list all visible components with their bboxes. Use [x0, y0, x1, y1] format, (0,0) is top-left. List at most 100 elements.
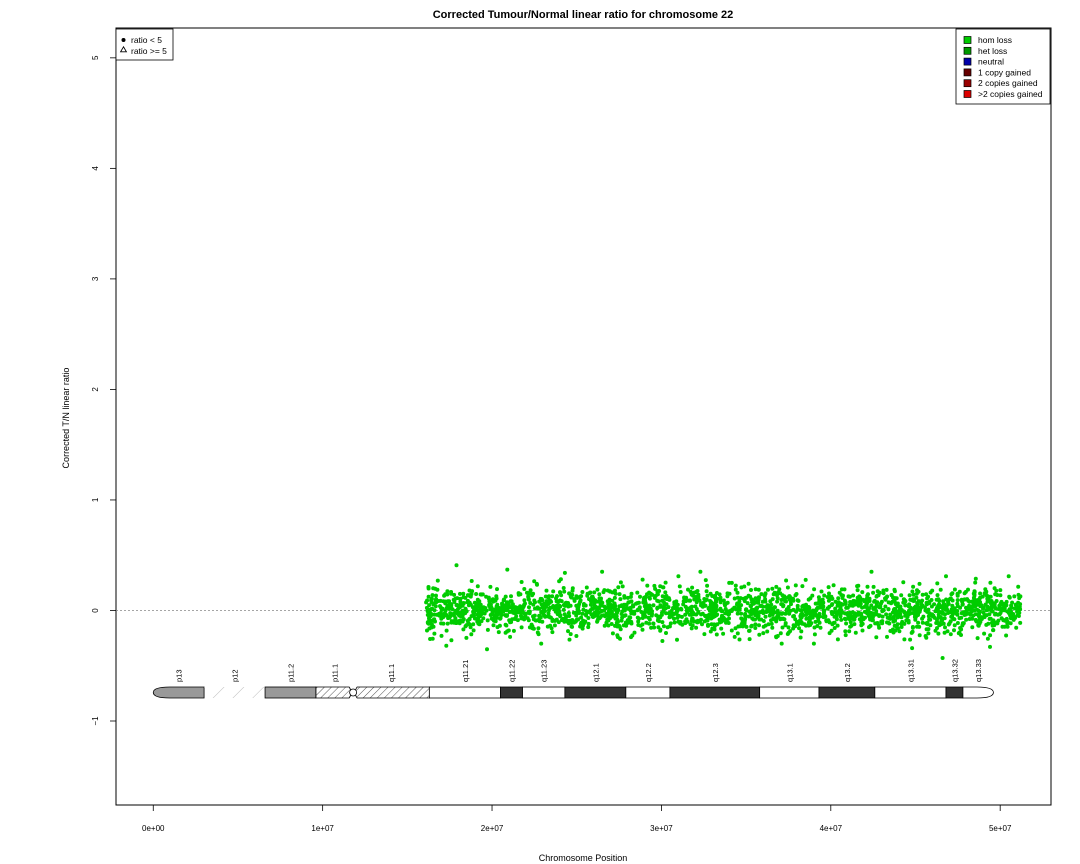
data-point	[859, 620, 864, 624]
data-point	[753, 612, 757, 616]
data-point	[617, 592, 622, 597]
data-point	[452, 613, 456, 618]
data-point	[785, 585, 790, 590]
data-point	[997, 612, 1002, 617]
data-point	[988, 633, 993, 638]
data-point	[523, 611, 528, 616]
data-point	[886, 607, 891, 612]
data-point	[643, 594, 648, 599]
data-point	[485, 647, 489, 652]
data-point	[993, 611, 998, 616]
data-point	[869, 569, 874, 574]
data-point	[1009, 611, 1013, 616]
data-point	[963, 589, 968, 594]
ideogram-band-label: p11.1	[331, 664, 340, 682]
data-point	[480, 607, 485, 612]
data-point	[808, 596, 813, 601]
data-point	[804, 616, 809, 621]
data-point	[647, 621, 652, 626]
data-point	[632, 609, 637, 614]
data-point	[937, 598, 942, 603]
data-point	[681, 602, 686, 607]
data-point	[494, 611, 499, 616]
data-point	[770, 612, 775, 617]
x-axis: 0e+00 1e+07 2e+07 3e+07 4e+07 5e+07	[142, 805, 1012, 833]
data-point	[660, 620, 665, 625]
data-point	[1006, 574, 1011, 579]
data-point	[865, 611, 869, 616]
data-point	[578, 599, 582, 604]
data-point	[727, 616, 731, 621]
data-point	[849, 623, 854, 628]
data-point	[980, 594, 985, 599]
data-point	[811, 641, 816, 646]
data-point	[660, 639, 665, 643]
data-point	[461, 601, 466, 606]
data-point	[920, 592, 925, 597]
data-point	[595, 613, 600, 618]
data-point	[650, 592, 655, 597]
data-point	[516, 592, 521, 597]
data-point	[899, 625, 904, 629]
data-point	[597, 592, 602, 597]
data-point	[835, 637, 840, 642]
data-point	[849, 603, 854, 608]
data-point	[786, 625, 791, 630]
data-point	[722, 602, 727, 606]
data-point	[702, 632, 707, 637]
data-point	[723, 607, 728, 611]
data-point	[706, 623, 710, 628]
ideogram-band	[264, 686, 317, 699]
data-point	[719, 615, 724, 620]
data-point	[561, 607, 566, 612]
data-point	[924, 635, 929, 640]
data-point	[759, 603, 764, 608]
data-point	[729, 628, 734, 633]
data-point	[505, 613, 510, 618]
data-point	[534, 581, 539, 586]
data-point	[660, 585, 665, 590]
data-point	[637, 606, 642, 611]
data-point	[976, 623, 981, 628]
data-point	[510, 602, 515, 607]
data-point	[907, 593, 912, 598]
data-point	[599, 596, 603, 601]
data-point	[827, 631, 832, 636]
data-point	[554, 617, 559, 622]
data-point	[718, 595, 723, 600]
data-point	[955, 601, 960, 606]
data-point	[991, 619, 995, 624]
data-point	[688, 598, 692, 603]
data-point	[774, 584, 779, 589]
data-point	[753, 622, 758, 627]
data-point	[684, 595, 689, 600]
data-point	[650, 609, 654, 614]
data-point	[603, 614, 608, 619]
data-point	[843, 629, 848, 634]
data-point	[580, 590, 585, 594]
data-point	[973, 576, 978, 581]
data-point	[618, 636, 622, 641]
data-point	[901, 580, 906, 585]
ideogram-band	[522, 686, 566, 699]
data-point	[806, 620, 811, 625]
data-point	[655, 590, 660, 595]
data-point	[630, 633, 635, 638]
data-point	[917, 633, 922, 638]
data-point	[426, 594, 431, 599]
data-point	[443, 592, 448, 597]
data-point	[555, 612, 560, 617]
data-point	[800, 584, 805, 589]
data-point	[884, 587, 889, 592]
ideogram-band	[354, 686, 430, 699]
data-point	[912, 605, 917, 610]
data-point	[475, 584, 480, 589]
data-point	[556, 608, 561, 613]
data-point	[575, 617, 580, 622]
data-point	[775, 591, 780, 596]
data-point	[751, 601, 756, 606]
data-point	[737, 599, 742, 604]
data-point	[860, 590, 865, 595]
data-point	[926, 631, 931, 636]
data-point	[577, 611, 581, 615]
